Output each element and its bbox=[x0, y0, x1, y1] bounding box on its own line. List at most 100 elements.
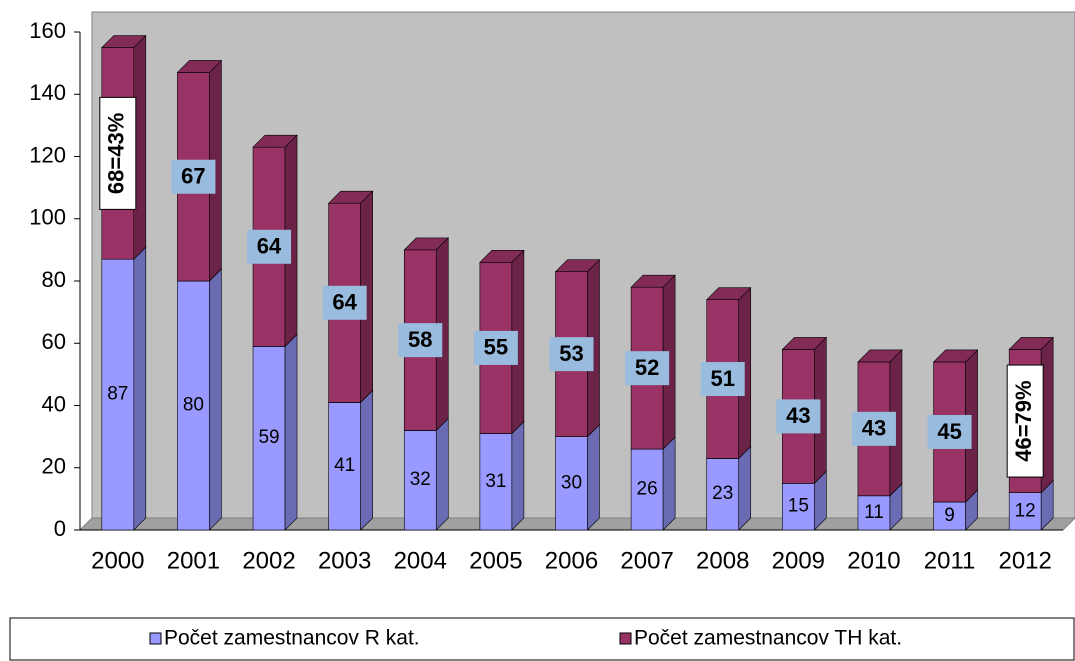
y-tick-label: 0 bbox=[54, 516, 66, 541]
data-label: 46=79% bbox=[1011, 380, 1036, 461]
bar-segment bbox=[933, 501, 966, 531]
data-label-box bbox=[927, 414, 972, 449]
data-label-box bbox=[1006, 364, 1044, 478]
bar-top bbox=[932, 349, 979, 363]
bar-top bbox=[630, 274, 676, 288]
bar-top bbox=[706, 287, 752, 300]
bar-side bbox=[511, 420, 525, 531]
x-tick-label: 2000 bbox=[91, 547, 144, 574]
bar-segment bbox=[1008, 492, 1042, 531]
data-label: 80 bbox=[183, 395, 204, 416]
bar-top bbox=[1008, 337, 1054, 350]
data-label: 64 bbox=[332, 290, 357, 315]
data-label: 45 bbox=[937, 419, 961, 444]
data-label: 30 bbox=[561, 472, 582, 493]
data-label: 67 bbox=[181, 164, 205, 189]
y-tick-label: 40 bbox=[42, 391, 66, 416]
y-tick-label: 140 bbox=[29, 80, 66, 105]
data-label: 53 bbox=[559, 341, 583, 366]
bar-side bbox=[133, 246, 147, 531]
bar-top bbox=[101, 35, 147, 48]
data-label: 87 bbox=[107, 384, 128, 405]
bar-side bbox=[360, 389, 373, 531]
data-label-box bbox=[322, 285, 367, 320]
data-label-box bbox=[625, 351, 670, 386]
bar-side bbox=[587, 423, 600, 531]
legend-label: Počet zamestnancov R kat. bbox=[164, 627, 420, 650]
legend-swatch bbox=[619, 632, 632, 645]
bar-side bbox=[284, 333, 298, 531]
x-tick-label: 2009 bbox=[772, 547, 825, 574]
data-label: 41 bbox=[334, 455, 355, 476]
x-tick-label: 2011 bbox=[924, 547, 976, 574]
data-label-box bbox=[247, 229, 292, 264]
data-label: 43 bbox=[786, 403, 810, 428]
x-tick-label: 2012 bbox=[998, 547, 1051, 574]
data-label: 23 bbox=[712, 483, 733, 504]
data-label-box bbox=[473, 330, 518, 365]
bar-segment bbox=[479, 433, 513, 531]
bar-side bbox=[662, 436, 676, 531]
x-tick-label: 2006 bbox=[545, 547, 598, 574]
y-tick-label: 80 bbox=[42, 267, 66, 292]
x-tick-label: 2001 bbox=[167, 547, 220, 574]
bar-top bbox=[176, 60, 223, 73]
legend-swatch bbox=[149, 632, 162, 645]
x-tick-label: 2008 bbox=[696, 547, 749, 574]
bar-segment bbox=[857, 495, 891, 531]
bar-top bbox=[403, 237, 449, 251]
legend-label: Počet zamestnancov TH kat. bbox=[634, 627, 902, 650]
data-label: 32 bbox=[410, 469, 431, 490]
bar-side bbox=[435, 417, 449, 531]
x-tick-label: 2005 bbox=[469, 547, 522, 574]
bar-segment bbox=[782, 483, 815, 531]
data-label-box bbox=[398, 323, 443, 358]
bar-segment bbox=[252, 346, 286, 531]
bar-top bbox=[781, 337, 828, 350]
data-label-box bbox=[549, 337, 594, 372]
bar-top bbox=[479, 250, 525, 263]
y-tick-label: 160 bbox=[29, 18, 66, 43]
data-label: 26 bbox=[637, 479, 658, 500]
bar-top bbox=[252, 134, 298, 148]
y-tick-label: 60 bbox=[42, 329, 66, 354]
data-label: 52 bbox=[635, 355, 659, 380]
bar-segment bbox=[630, 448, 664, 531]
bar-side bbox=[209, 268, 222, 531]
y-tick-label: 120 bbox=[29, 142, 66, 167]
bar-top bbox=[554, 259, 601, 272]
bar-segment bbox=[328, 402, 361, 531]
data-label: 68=43% bbox=[104, 113, 129, 194]
data-label-box bbox=[700, 362, 745, 397]
bar-side bbox=[738, 445, 752, 531]
data-label-box bbox=[171, 159, 216, 194]
data-label: 31 bbox=[485, 471, 506, 492]
data-label: 12 bbox=[1015, 500, 1036, 521]
x-tick-label: 2007 bbox=[620, 547, 673, 574]
data-label: 64 bbox=[257, 234, 282, 259]
y-tick-label: 100 bbox=[29, 205, 66, 230]
bar-segment bbox=[101, 258, 135, 531]
data-label: 43 bbox=[862, 416, 886, 441]
data-label: 58 bbox=[408, 327, 432, 352]
bar-segment bbox=[706, 458, 740, 531]
bar-segment bbox=[177, 280, 210, 531]
bar-segment bbox=[403, 430, 437, 531]
bar-top bbox=[857, 349, 903, 363]
data-label-box bbox=[851, 411, 896, 446]
data-label-box bbox=[99, 96, 137, 210]
data-label: 51 bbox=[710, 366, 734, 391]
bar-top bbox=[327, 190, 374, 204]
y-tick-label: 20 bbox=[42, 454, 66, 479]
data-label: 15 bbox=[788, 496, 809, 517]
x-tick-label: 2010 bbox=[847, 547, 900, 574]
x-tick-label: 2004 bbox=[394, 547, 447, 574]
data-label-box bbox=[776, 399, 821, 434]
data-label: 9 bbox=[944, 505, 955, 526]
data-label: 11 bbox=[864, 502, 884, 523]
x-tick-label: 2003 bbox=[318, 547, 371, 574]
legend bbox=[9, 617, 1075, 661]
data-label: 55 bbox=[484, 335, 508, 360]
x-tick-label: 2002 bbox=[242, 547, 295, 574]
